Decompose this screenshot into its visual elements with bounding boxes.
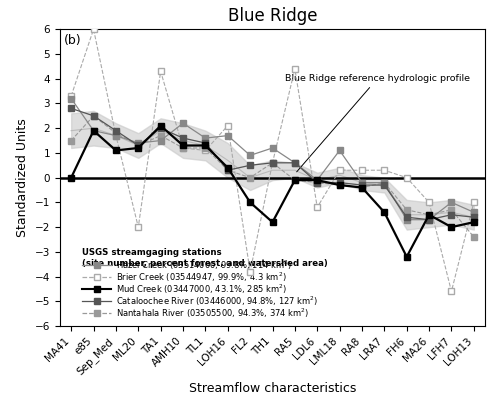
Text: Mud Creek (03447000, 43.1%, 285 km$^2$): Mud Creek (03447000, 43.1%, 285 km$^2$) [116, 283, 287, 296]
Text: Cataloochee River (03446000, 94.8%, 127 km$^2$): Cataloochee River (03446000, 94.8%, 127 … [116, 294, 318, 308]
X-axis label: Streamflow characteristics: Streamflow characteristics [189, 382, 356, 395]
Text: Blue Ridge reference hydrologic profile: Blue Ridge reference hydrologic profile [285, 74, 470, 172]
Y-axis label: Standardized Units: Standardized Units [16, 118, 30, 237]
Text: Hazel Creek (03514000, 99.8%, 114 km$^2$): Hazel Creek (03514000, 99.8%, 114 km$^2$… [116, 259, 292, 272]
Text: (b): (b) [64, 34, 82, 47]
Text: Nantahala River (03505500, 94.3%, 374 km$^2$): Nantahala River (03505500, 94.3%, 374 km… [116, 306, 310, 320]
Title: Blue Ridge: Blue Ridge [228, 7, 318, 25]
Text: Brier Creek (03544947, 99.9%, 4.3 km$^2$): Brier Creek (03544947, 99.9%, 4.3 km$^2$… [116, 270, 286, 284]
Text: USGS streamgaging stations
(site number, percent forest, and watershed area): USGS streamgaging stations (site number,… [82, 248, 328, 268]
